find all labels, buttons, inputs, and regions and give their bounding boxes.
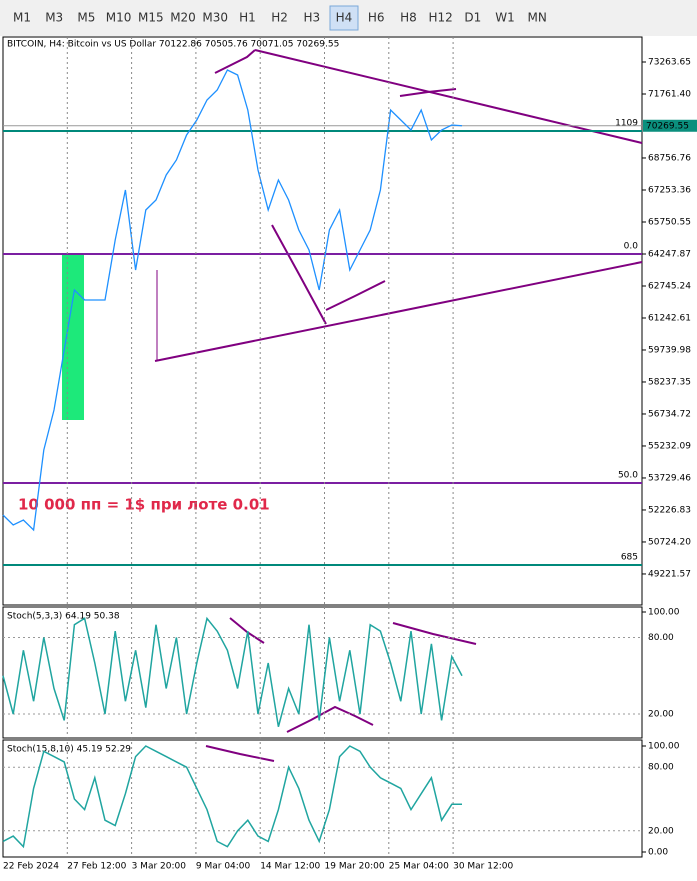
price-label: 53729.46	[648, 473, 691, 483]
timeframe-button[interactable]: MN	[528, 11, 547, 25]
osc-label: 20.00	[648, 710, 674, 720]
price-label: 73263.65	[648, 58, 691, 68]
time-label: 30 Mar 12:00	[453, 862, 513, 872]
current-price: 70269.55	[646, 121, 689, 131]
time-label: 3 Mar 20:00	[132, 862, 187, 872]
level-label: 50.0	[618, 471, 638, 481]
annotation: 10 000 пп = 1$ при лоте 0.01	[18, 496, 270, 514]
oscillator	[2, 745, 462, 849]
price-label: 64247.87	[648, 249, 691, 259]
stoch1-panel	[2, 606, 643, 739]
osc-label: 100.00	[648, 742, 680, 752]
time-label: 19 Mar 20:00	[325, 862, 385, 872]
time-label: 9 Mar 04:00	[196, 862, 251, 872]
oscillator	[2, 616, 463, 727]
level-label: 0.0	[624, 241, 639, 251]
main-panel	[2, 36, 643, 606]
price-series	[2, 69, 463, 532]
osc-label: 0.00	[648, 848, 668, 858]
time-label: 27 Feb 12:00	[67, 862, 126, 872]
timeframe-button[interactable]: M5	[77, 11, 95, 25]
timeframe-button[interactable]: H6	[368, 11, 385, 25]
price-label: 61242.61	[648, 313, 691, 323]
timeframe-button[interactable]: M3	[45, 11, 63, 25]
timeframe-button[interactable]: H4	[336, 11, 353, 25]
stoch2-label: Stoch(15,8,10) 45.19 52.29	[7, 745, 131, 755]
price-label: 52226.83	[648, 505, 691, 515]
timeframe-button[interactable]: H12	[428, 11, 452, 25]
osc-label: 80.00	[648, 763, 674, 773]
price-label: 56734.72	[648, 409, 691, 419]
drawings	[154, 49, 643, 762]
timeframe-button[interactable]: M10	[106, 11, 132, 25]
price-label: 62745.24	[648, 281, 691, 291]
price-label: 49221.57	[648, 569, 691, 579]
osc-label: 80.00	[648, 633, 674, 643]
price-label: 55232.09	[648, 441, 691, 451]
osc-label: 20.00	[648, 826, 674, 836]
price-label: 59739.98	[648, 345, 691, 355]
price-label: 67253.36	[648, 185, 691, 195]
price-label: 58237.35	[648, 377, 691, 387]
timeframe-button[interactable]: H2	[271, 11, 288, 25]
level-label: 685	[621, 552, 638, 562]
chart-header: BITCOIN, H4: Bitcoin vs US Dollar 70122.…	[7, 40, 339, 50]
timeframe-button[interactable]: M1	[13, 11, 31, 25]
timeframe-button[interactable]: M15	[138, 11, 164, 25]
price-label: 50724.20	[648, 537, 691, 547]
price-box	[643, 119, 697, 132]
timeframe-button[interactable]: H3	[303, 11, 320, 25]
zone	[62, 253, 84, 420]
timeframe-button[interactable]: M20	[170, 11, 196, 25]
level-label: 1109	[615, 119, 638, 129]
stoch1-label: Stoch(5,3,3) 64.19 50.38	[7, 612, 120, 622]
timeframe-button[interactable]: M30	[202, 11, 228, 25]
price-label: 65750.55	[648, 217, 691, 227]
timeframe-button[interactable]: H8	[400, 11, 417, 25]
timeframe-button[interactable]: W1	[495, 11, 515, 25]
tab-selected	[329, 5, 359, 31]
timeframe-button[interactable]: D1	[464, 11, 481, 25]
price-label: 71761.40	[648, 89, 691, 99]
stoch2-panel	[2, 739, 643, 858]
timeframe-button[interactable]: H1	[239, 11, 256, 25]
osc-label: 100.00	[648, 608, 680, 618]
time-label: 14 Mar 12:00	[260, 862, 320, 872]
price-label: 68756.76	[648, 153, 691, 163]
time-label: 25 Mar 04:00	[389, 862, 449, 872]
time-label: 22 Feb 2024	[3, 862, 59, 872]
